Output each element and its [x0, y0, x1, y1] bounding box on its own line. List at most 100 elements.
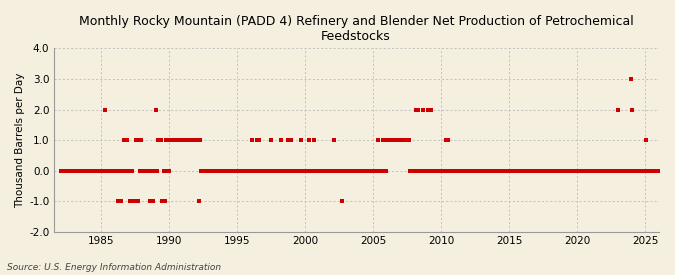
Point: [513, 169, 524, 173]
Point: [586, 169, 597, 173]
Title: Monthly Rocky Mountain (PADD 4) Refinery and Blender Net Production of Petrochem: Monthly Rocky Mountain (PADD 4) Refinery…: [79, 15, 633, 43]
Point: [146, 169, 157, 173]
Point: [555, 169, 566, 173]
Point: [299, 169, 310, 173]
Point: [352, 169, 363, 173]
Point: [267, 169, 278, 173]
Point: [74, 169, 84, 173]
Point: [277, 169, 288, 173]
Point: [290, 169, 301, 173]
Point: [524, 169, 535, 173]
Point: [529, 169, 540, 173]
Point: [67, 169, 78, 173]
Point: [129, 199, 140, 204]
Point: [252, 138, 263, 142]
Point: [88, 169, 99, 173]
Point: [125, 199, 136, 204]
Point: [626, 77, 637, 81]
Point: [178, 138, 189, 142]
Point: [296, 138, 306, 142]
Point: [414, 169, 425, 173]
Point: [618, 169, 629, 173]
Point: [257, 169, 268, 173]
Point: [332, 169, 343, 173]
Point: [448, 169, 458, 173]
Point: [456, 169, 467, 173]
Point: [194, 199, 205, 204]
Point: [357, 169, 368, 173]
Point: [126, 199, 136, 204]
Point: [122, 138, 132, 142]
Point: [151, 107, 161, 112]
Point: [247, 138, 258, 142]
Point: [239, 169, 250, 173]
Point: [60, 169, 71, 173]
Point: [546, 169, 557, 173]
Point: [449, 169, 460, 173]
Point: [599, 169, 610, 173]
Point: [217, 169, 228, 173]
Point: [169, 138, 180, 142]
Point: [266, 169, 277, 173]
Point: [579, 169, 590, 173]
Point: [650, 169, 661, 173]
Point: [234, 169, 244, 173]
Point: [496, 169, 507, 173]
Point: [464, 169, 475, 173]
Point: [585, 169, 595, 173]
Point: [242, 169, 253, 173]
Point: [392, 138, 403, 142]
Point: [68, 169, 79, 173]
Point: [608, 169, 618, 173]
Point: [263, 169, 273, 173]
Point: [533, 169, 543, 173]
Point: [182, 138, 192, 142]
Point: [289, 169, 300, 173]
Point: [90, 169, 101, 173]
Point: [167, 138, 178, 142]
Point: [512, 169, 523, 173]
Point: [103, 169, 114, 173]
Point: [534, 169, 545, 173]
Point: [250, 169, 261, 173]
Point: [202, 169, 213, 173]
Point: [297, 169, 308, 173]
Point: [237, 169, 248, 173]
Point: [589, 169, 600, 173]
Point: [113, 199, 124, 204]
Point: [409, 169, 420, 173]
Point: [192, 138, 202, 142]
Point: [406, 169, 416, 173]
Point: [384, 138, 395, 142]
Point: [97, 169, 108, 173]
Point: [190, 138, 201, 142]
Point: [614, 169, 625, 173]
Point: [605, 169, 616, 173]
Point: [236, 169, 246, 173]
Point: [287, 169, 298, 173]
Point: [344, 169, 354, 173]
Point: [399, 138, 410, 142]
Point: [350, 169, 361, 173]
Point: [506, 169, 517, 173]
Point: [198, 169, 209, 173]
Point: [425, 107, 435, 112]
Point: [541, 169, 551, 173]
Point: [255, 169, 266, 173]
Point: [354, 169, 365, 173]
Point: [225, 169, 236, 173]
Point: [648, 169, 659, 173]
Point: [404, 138, 414, 142]
Point: [441, 138, 452, 142]
Point: [199, 169, 210, 173]
Point: [279, 169, 290, 173]
Point: [207, 169, 218, 173]
Point: [120, 169, 131, 173]
Point: [456, 169, 466, 173]
Point: [543, 169, 554, 173]
Point: [230, 169, 241, 173]
Point: [246, 169, 256, 173]
Point: [389, 138, 400, 142]
Point: [468, 169, 479, 173]
Point: [274, 169, 285, 173]
